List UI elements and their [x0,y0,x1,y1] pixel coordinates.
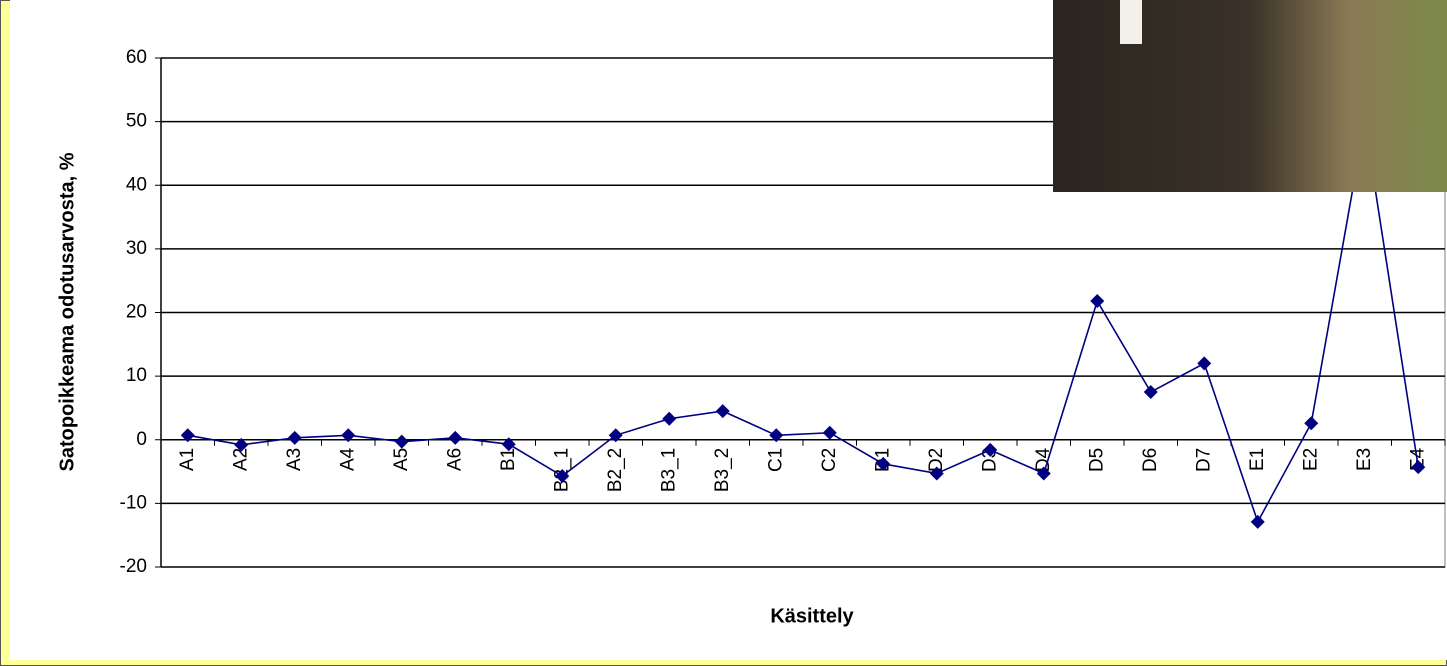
point [929,466,944,481]
x-tick-label: D6 [1140,448,1161,472]
x-tick-label: A2 [230,448,251,471]
x-tick-label: A3 [284,448,305,471]
point [287,430,302,445]
y-tick-label: 60 [126,47,147,68]
x-tick-label: E2 [1300,448,1321,471]
point [1250,514,1265,529]
point [769,428,784,443]
y-axis-title: Satopoikkeama odotusarvosta, % [56,152,78,471]
x-tick-label: D5 [1086,448,1107,472]
point [448,430,463,445]
point [1090,294,1105,309]
point [715,404,730,419]
x-tick-label: A4 [337,447,358,471]
point [180,428,195,443]
x-tick-label: A1 [177,448,198,471]
x-axis-title: Käsittely [770,605,854,627]
x-tick-label: E1 [1247,448,1268,471]
point [1304,416,1319,431]
point [1143,385,1158,400]
x-tick-label: B1 [498,448,519,471]
point [983,442,998,457]
point [341,428,356,443]
point [1197,356,1212,371]
y-tick-label: 10 [126,365,147,386]
x-tick-label: D2 [926,448,947,472]
y-tick-label: 30 [126,238,147,259]
point [234,437,249,452]
point [394,434,409,449]
x-tick-label: E3 [1354,448,1375,471]
x-tick-label: D3 [979,448,1000,472]
y-tick-label: 20 [126,302,147,323]
point [876,456,891,471]
point [608,428,623,443]
point [822,425,837,440]
x-tick-label: D4 [1033,447,1054,472]
x-tick-label: C2 [819,448,840,472]
x-tick-label: A6 [444,448,465,471]
x-tick-label: B3_2 [712,448,733,492]
y-tick-label: 0 [136,429,147,450]
x-tick-label: B3_1 [658,448,679,492]
photo [1053,0,1447,192]
point [1411,460,1426,475]
x-tick-label: C1 [765,448,786,472]
point [555,469,570,484]
x-tick-label: B2_2 [605,448,626,492]
y-tick-label: 50 [126,111,147,132]
x-tick-label: A5 [391,448,412,471]
y-tick-label: -20 [120,556,147,577]
point [501,437,516,452]
series-line [187,121,1420,524]
y-tick-label: 40 [126,174,147,195]
point [662,411,677,426]
point [1036,466,1051,481]
x-tick-label: D7 [1193,448,1214,472]
y-tick-label: -10 [120,492,147,513]
